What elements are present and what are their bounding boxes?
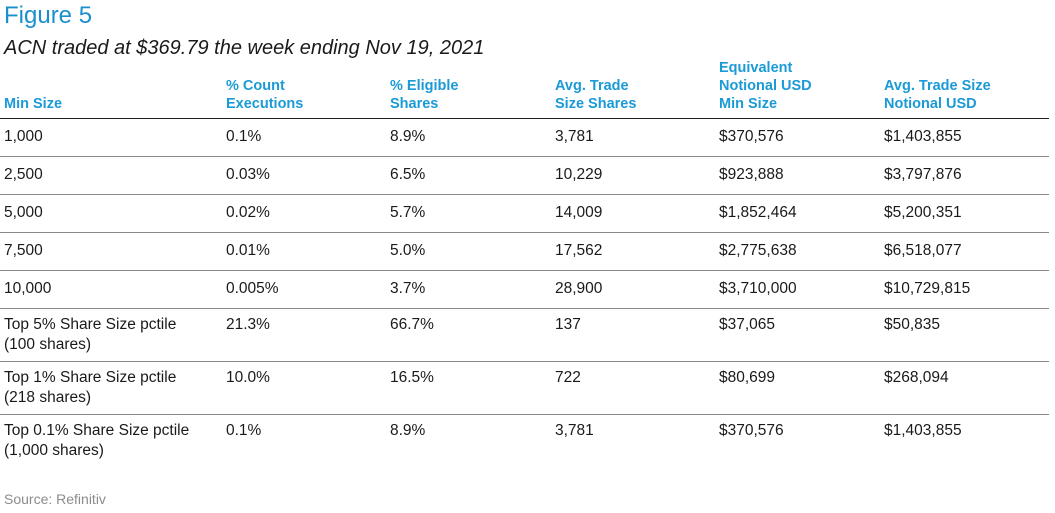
- table-cell: 0.03%: [222, 156, 386, 195]
- table-cell: $1,403,855: [884, 422, 962, 439]
- table-cell: 3.7%: [386, 270, 551, 309]
- table-cell: 3,781: [555, 422, 594, 439]
- table-cell: $1,852,464: [715, 194, 880, 233]
- header-text: Notional USD: [719, 78, 812, 94]
- table-cell: 2,500: [0, 156, 222, 195]
- table-cell: $5,200,351: [880, 194, 1049, 233]
- table-cell: 28,900: [551, 270, 715, 309]
- table-row: Top 1% Share Size pctile (218 shares) 10…: [0, 361, 1049, 415]
- header-text: Min Size: [719, 96, 778, 112]
- header-text: % Eligible: [390, 78, 459, 94]
- table-cell: $370,576: [719, 422, 784, 439]
- table-row: 10,000 0.005% 3.7% 28,900 $3,710,000 $10…: [0, 270, 1049, 309]
- table-cell: $50,835: [880, 308, 1049, 362]
- table-cell: $923,888: [715, 156, 880, 195]
- table-cell: 5.0%: [386, 232, 551, 271]
- table-cell: $37,065: [715, 308, 880, 362]
- table-cell: 8.9%: [390, 422, 426, 439]
- table-cell: 0.02%: [222, 194, 386, 233]
- table-cell: $2,775,638: [715, 232, 880, 271]
- table-cell: Top 5% Share Size pctile (100 shares): [0, 308, 222, 362]
- header-text: Shares: [390, 96, 439, 112]
- table-cell: 0.1%: [222, 118, 386, 157]
- header-text: Min Size: [4, 96, 63, 112]
- header-text: Avg. Trade Size: [884, 78, 991, 94]
- table-cell: 10,000: [0, 270, 222, 309]
- table-cell: Top 0.1% Share Size pctile (1,000 shares…: [0, 415, 222, 468]
- header-count-executions: % Count Executions: [222, 58, 386, 119]
- table-cell: 5,000: [0, 194, 222, 233]
- table-cell: 137: [551, 308, 715, 362]
- source-note: Source: Refinitiv: [4, 491, 106, 507]
- table-cell: 7,500: [0, 232, 222, 271]
- table-row: 7,500 0.01% 5.0% 17,562 $2,775,638 $6,51…: [0, 232, 1049, 271]
- header-text: Executions: [226, 96, 304, 112]
- header-text: Avg. Trade: [555, 78, 629, 94]
- table-cell: $370,576: [715, 118, 880, 157]
- row-note: (1,000 shares): [4, 442, 104, 459]
- table-cell: $3,797,876: [880, 156, 1049, 195]
- table-cell: $1,403,855: [880, 118, 1049, 157]
- table-cell: 3,781: [551, 118, 715, 157]
- header-avg-trade-notional: Avg. Trade Size Notional USD: [880, 58, 1049, 119]
- header-min-size: Min Size: [0, 58, 222, 119]
- header-text: Equivalent: [719, 60, 793, 76]
- row-label: Top 5% Share Size pctile: [4, 316, 177, 333]
- header-row: Min Size % Count Executions % Eligible S…: [0, 58, 1049, 119]
- row-label: Top 1% Share Size pctile: [4, 369, 177, 386]
- table-cell: 14,009: [551, 194, 715, 233]
- table-cell: 17,562: [551, 232, 715, 271]
- table-row: Top 0.1% Share Size pctile (1,000 shares…: [0, 415, 1049, 468]
- table-cell: 1,000: [0, 118, 222, 157]
- table-cell: 16.5%: [386, 361, 551, 415]
- table-cell: 8.9%: [386, 118, 551, 157]
- figure-title: Figure 5: [4, 2, 93, 29]
- header-text: Notional USD: [884, 96, 977, 112]
- table-row: 5,000 0.02% 5.7% 14,009 $1,852,464 $5,20…: [0, 194, 1049, 233]
- table-cell: 5.7%: [386, 194, 551, 233]
- table-cell: Top 1% Share Size pctile (218 shares): [0, 361, 222, 415]
- figure-subtitle: ACN traded at $369.79 the week ending No…: [4, 37, 485, 59]
- row-note: (100 shares): [4, 336, 92, 353]
- row-label: Top 0.1% Share Size pctile: [4, 422, 190, 439]
- table-cell: 0.01%: [222, 232, 386, 271]
- table-cell: 10.0%: [222, 361, 386, 415]
- table-cell: 0.1%: [226, 422, 262, 439]
- table-cell: $3,710,000: [715, 270, 880, 309]
- table-cell: $80,699: [715, 361, 880, 415]
- header-avg-trade-size-shares: Avg. Trade Size Shares: [551, 58, 715, 119]
- table-cell: $6,518,077: [880, 232, 1049, 271]
- table-cell: 21.3%: [222, 308, 386, 362]
- table-cell: $268,094: [880, 361, 1049, 415]
- row-note: (218 shares): [4, 389, 92, 406]
- table-cell: 722: [551, 361, 715, 415]
- header-text: % Count: [226, 78, 285, 94]
- table-cell: 0.005%: [222, 270, 386, 309]
- table-cell: 10,229: [551, 156, 715, 195]
- table-cell: $10,729,815: [880, 270, 1049, 309]
- header-equivalent-notional: Equivalent Notional USD Min Size: [715, 58, 880, 119]
- header-eligible-shares: % Eligible Shares: [386, 58, 551, 119]
- table-row: 2,500 0.03% 6.5% 10,229 $923,888 $3,797,…: [0, 156, 1049, 195]
- data-table: Min Size % Count Executions % Eligible S…: [0, 58, 1049, 467]
- table-row: 1,000 0.1% 8.9% 3,781 $370,576 $1,403,85…: [0, 118, 1049, 157]
- table-cell: 6.5%: [386, 156, 551, 195]
- table-cell: 66.7%: [386, 308, 551, 362]
- header-text: Size Shares: [555, 96, 637, 112]
- table-row: Top 5% Share Size pctile (100 shares) 21…: [0, 308, 1049, 362]
